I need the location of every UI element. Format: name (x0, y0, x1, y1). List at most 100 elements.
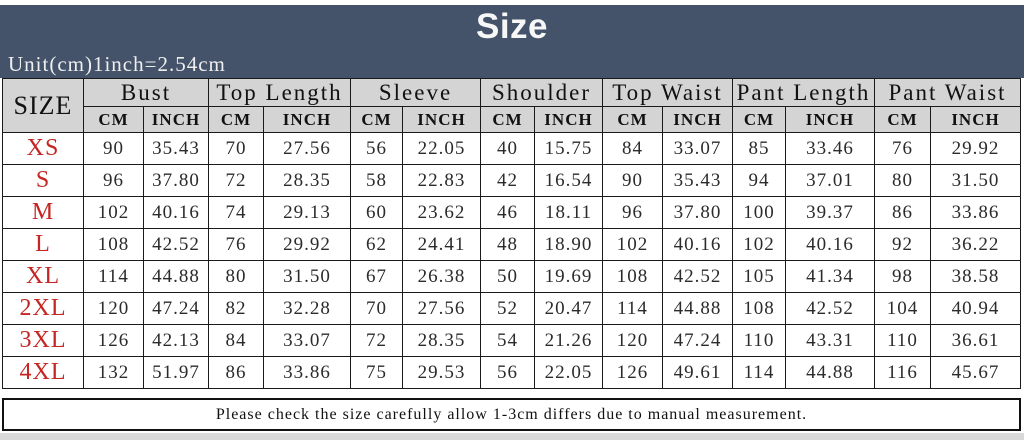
value-cell: 80 (208, 260, 264, 293)
value-cell: 32.28 (263, 292, 351, 325)
value-cell: 96 (83, 164, 144, 197)
value-cell: 15.75 (534, 132, 603, 165)
value-cell: 28.35 (263, 164, 351, 197)
bottom-strip (0, 433, 1024, 440)
group-header-top-length: Top Length (208, 78, 351, 107)
sub-header-inch: INCH (402, 106, 481, 133)
value-cell: 21.26 (534, 324, 603, 357)
value-cell: 31.50 (263, 260, 351, 293)
sub-header-cm: CM (208, 106, 264, 133)
value-cell: 23.62 (402, 196, 481, 229)
value-cell: 38.58 (930, 260, 1022, 293)
size-cell: M (2, 196, 84, 229)
value-cell: 37.80 (143, 164, 209, 197)
value-cell: 42.52 (784, 292, 876, 325)
value-cell: 49.61 (662, 356, 733, 389)
value-cell: 56 (350, 132, 403, 165)
value-cell: 75 (350, 356, 403, 389)
size-cell: XL (2, 260, 84, 293)
value-cell: 45.67 (930, 356, 1022, 389)
value-cell: 60 (350, 196, 403, 229)
value-cell: 98 (874, 260, 932, 293)
sub-header-cm: CM (602, 106, 663, 133)
value-cell: 72 (208, 164, 264, 197)
value-cell: 94 (732, 164, 786, 197)
value-cell: 33.07 (263, 324, 351, 357)
value-cell: 76 (208, 228, 264, 261)
value-cell: 44.88 (143, 260, 209, 293)
value-cell: 40 (480, 132, 535, 165)
value-cell: 40.16 (784, 228, 876, 261)
table-row: S 96 37.80 72 28.35 58 22.83 42 16.54 90 35.43 94 37… (2, 164, 1022, 197)
value-cell: 33.86 (930, 196, 1022, 229)
value-cell: 74 (208, 196, 264, 229)
sub-header-cm: CM (874, 106, 932, 133)
value-cell: 110 (732, 324, 786, 357)
value-cell: 114 (732, 356, 786, 389)
value-cell: 86 (208, 356, 264, 389)
value-cell: 76 (874, 132, 932, 165)
value-cell: 22.83 (402, 164, 481, 197)
sub-header-row: CM INCH CM INCH CM INCH CM INCH CM INCH CM INCH CM IN… (3, 106, 1022, 133)
value-cell: 70 (350, 292, 403, 325)
table-row: M 102 40.16 74 29.13 60 23.62 46 18.11 96 37.80 100… (2, 196, 1022, 229)
value-cell: 42.52 (143, 228, 209, 261)
size-cell: 3XL (2, 324, 84, 357)
footer-note-box: Please check the size carefully allow 1-… (2, 398, 1021, 431)
value-cell: 16.54 (534, 164, 603, 197)
sub-header-inch: INCH (263, 106, 351, 133)
value-cell: 46 (480, 196, 535, 229)
value-cell: 85 (732, 132, 786, 165)
value-cell: 42 (480, 164, 535, 197)
group-header-bust: Bust (83, 78, 209, 107)
group-header-shoulder: Shoulder (480, 78, 603, 107)
value-cell: 92 (874, 228, 932, 261)
sub-header-inch: INCH (784, 106, 876, 133)
value-cell: 108 (732, 292, 786, 325)
group-header-pant-length: Pant Length (731, 78, 876, 107)
sub-header-cm: CM (732, 106, 786, 133)
value-cell: 108 (602, 260, 663, 293)
table-row: 3XL 126 42.13 84 33.07 72 28.35 54 21.26 120 47.24… (2, 324, 1022, 357)
sub-header-cm: CM (480, 106, 535, 133)
value-cell: 47.24 (662, 324, 733, 357)
value-cell: 102 (83, 196, 144, 229)
value-cell: 29.53 (402, 356, 481, 389)
value-cell: 100 (732, 196, 786, 229)
value-cell: 29.13 (263, 196, 351, 229)
sub-header-inch: INCH (930, 106, 1022, 133)
sub-header-inch: INCH (143, 106, 209, 133)
sub-header-cm: CM (350, 106, 403, 133)
value-cell: 102 (602, 228, 663, 261)
value-cell: 40.94 (930, 292, 1022, 325)
value-cell: 105 (732, 260, 786, 293)
table-body: XS 90 35.43 70 27.56 56 22.05 40 15.75 84 33.07 85 3… (2, 132, 1022, 389)
value-cell: 18.11 (534, 196, 603, 229)
value-cell: 27.56 (263, 132, 351, 165)
value-cell: 114 (83, 260, 144, 293)
value-cell: 132 (83, 356, 144, 389)
value-cell: 120 (602, 324, 663, 357)
size-cell: L (2, 228, 84, 261)
table-row: L 108 42.52 76 29.92 62 24.41 48 18.90 102 40.16 10… (2, 228, 1022, 261)
value-cell: 35.43 (662, 164, 733, 197)
value-cell: 37.80 (662, 196, 733, 229)
value-cell: 52 (480, 292, 535, 325)
value-cell: 84 (208, 324, 264, 357)
value-cell: 84 (602, 132, 663, 165)
value-cell: 126 (83, 324, 144, 357)
table-row: 4XL 132 51.97 86 33.86 75 29.53 56 22.05 126 49.61… (2, 356, 1022, 389)
value-cell: 126 (602, 356, 663, 389)
group-header-row: SIZE Bust Top Length Sleeve Shoulder Top Wai… (2, 78, 1022, 133)
value-cell: 29.92 (930, 132, 1022, 165)
value-cell: 51.97 (143, 356, 209, 389)
value-cell: 44.88 (784, 356, 876, 389)
value-cell: 82 (208, 292, 264, 325)
value-cell: 33.07 (662, 132, 733, 165)
table-row: XS 90 35.43 70 27.56 56 22.05 40 15.75 84 33.07 85 3… (2, 132, 1022, 165)
group-header-sleeve: Sleeve (350, 78, 481, 107)
value-cell: 20.47 (534, 292, 603, 325)
value-cell: 56 (480, 356, 535, 389)
size-cell: 2XL (2, 292, 84, 325)
